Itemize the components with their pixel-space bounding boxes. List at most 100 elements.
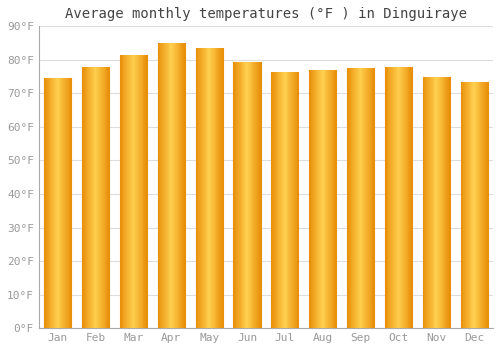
Bar xyxy=(319,70,320,328)
Bar xyxy=(286,71,288,328)
Bar xyxy=(362,68,364,328)
Bar xyxy=(222,48,223,328)
Bar xyxy=(128,55,129,328)
Bar xyxy=(356,68,357,328)
Bar xyxy=(106,66,108,328)
Bar xyxy=(476,82,477,328)
Bar xyxy=(166,43,167,328)
Bar xyxy=(320,70,321,328)
Bar xyxy=(293,71,294,328)
Bar xyxy=(322,70,324,328)
Bar xyxy=(46,78,47,328)
Bar xyxy=(96,66,98,328)
Bar xyxy=(84,66,86,328)
Bar xyxy=(408,66,410,328)
Bar xyxy=(56,78,57,328)
Bar xyxy=(410,66,411,328)
Bar xyxy=(296,71,298,328)
Bar xyxy=(120,55,122,328)
Bar xyxy=(173,43,174,328)
Bar xyxy=(259,62,260,328)
Bar xyxy=(349,68,350,328)
Bar xyxy=(430,77,431,328)
Bar xyxy=(365,68,366,328)
Bar xyxy=(158,43,160,328)
Bar xyxy=(310,70,311,328)
Bar xyxy=(386,66,388,328)
Bar xyxy=(237,62,238,328)
Bar xyxy=(255,62,256,328)
Bar xyxy=(427,77,428,328)
Bar xyxy=(447,77,448,328)
Bar xyxy=(411,66,412,328)
Bar xyxy=(398,66,400,328)
Bar xyxy=(162,43,163,328)
Bar xyxy=(428,77,429,328)
Bar xyxy=(272,71,273,328)
Bar xyxy=(283,71,284,328)
Bar xyxy=(446,77,447,328)
Bar xyxy=(460,82,462,328)
Bar xyxy=(388,66,390,328)
Bar xyxy=(140,55,141,328)
Bar xyxy=(440,77,441,328)
Bar xyxy=(474,82,475,328)
Bar xyxy=(183,43,184,328)
Bar xyxy=(331,70,332,328)
Bar xyxy=(44,78,45,328)
Bar xyxy=(295,71,296,328)
Bar xyxy=(129,55,130,328)
Bar xyxy=(487,82,488,328)
Bar xyxy=(275,71,276,328)
Bar xyxy=(288,71,290,328)
Bar xyxy=(352,68,354,328)
Bar xyxy=(201,48,202,328)
Bar xyxy=(93,66,94,328)
Bar xyxy=(280,71,281,328)
Bar xyxy=(82,66,83,328)
Bar xyxy=(334,70,336,328)
Bar xyxy=(132,55,134,328)
Bar xyxy=(463,82,464,328)
Bar xyxy=(239,62,240,328)
Bar xyxy=(366,68,367,328)
Bar xyxy=(436,77,437,328)
Bar xyxy=(326,70,328,328)
Bar xyxy=(311,70,312,328)
Bar xyxy=(256,62,257,328)
Bar xyxy=(396,66,398,328)
Bar xyxy=(126,55,127,328)
Bar xyxy=(404,66,405,328)
Bar xyxy=(196,48,198,328)
Bar xyxy=(91,66,92,328)
Bar xyxy=(124,55,126,328)
Bar xyxy=(314,70,316,328)
Bar xyxy=(426,77,427,328)
Bar xyxy=(130,55,132,328)
Bar xyxy=(324,70,326,328)
Bar xyxy=(136,55,137,328)
Bar xyxy=(332,70,334,328)
Bar xyxy=(50,78,51,328)
Bar xyxy=(462,82,463,328)
Bar xyxy=(385,66,386,328)
Bar xyxy=(127,55,128,328)
Bar xyxy=(242,62,244,328)
Bar xyxy=(244,62,245,328)
Bar xyxy=(210,48,211,328)
Bar xyxy=(216,48,218,328)
Bar xyxy=(62,78,63,328)
Bar xyxy=(482,82,483,328)
Bar xyxy=(245,62,246,328)
Bar xyxy=(63,78,64,328)
Bar xyxy=(403,66,404,328)
Bar xyxy=(364,68,365,328)
Bar xyxy=(437,77,438,328)
Bar xyxy=(234,62,235,328)
Bar xyxy=(360,68,362,328)
Bar xyxy=(103,66,104,328)
Bar xyxy=(321,70,322,328)
Bar xyxy=(64,78,65,328)
Bar xyxy=(70,78,72,328)
Bar xyxy=(83,66,84,328)
